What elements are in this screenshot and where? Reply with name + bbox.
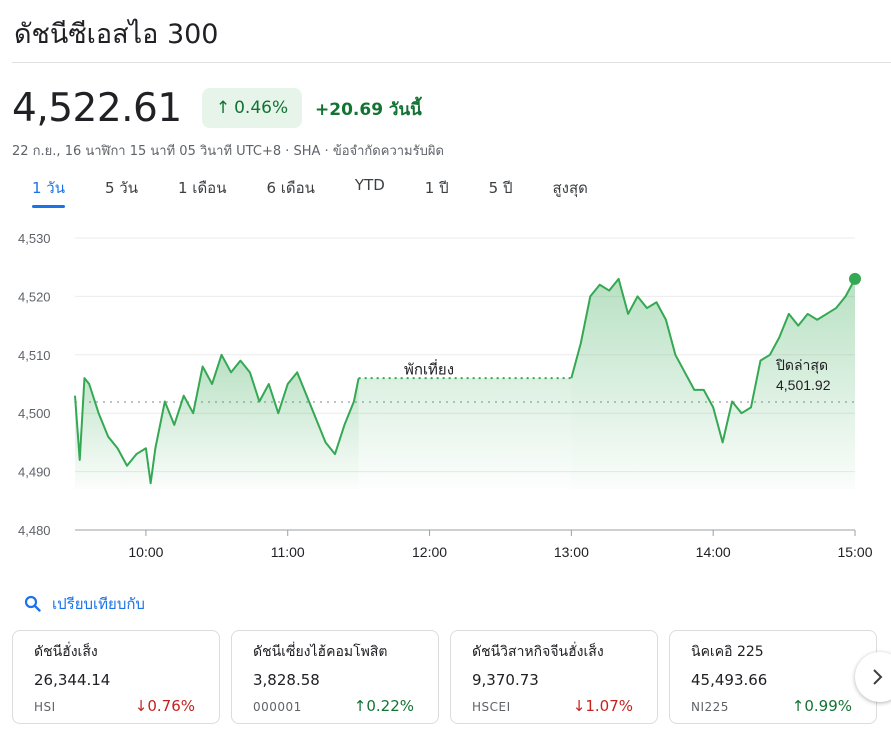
index-value: 9,370.73 [472, 671, 539, 689]
area-break [358, 378, 572, 490]
area-afternoon [571, 278, 855, 490]
x-tick-label: 15:00 [837, 544, 872, 560]
y-tick-label: 4,480 [18, 523, 51, 538]
index-code: HSI [34, 700, 56, 714]
quote-meta[interactable]: 22 ก.ย., 16 นาฬิกา 15 นาที 05 วินาที UTC… [12, 144, 444, 159]
tab-5d[interactable]: 5 วัน [105, 179, 138, 197]
index-name: ดัชนีวิสาหกิจจีนฮั่งเส็ง [472, 644, 604, 660]
y-tick-label: 4,490 [18, 465, 51, 480]
y-tick-label: 4,500 [18, 406, 51, 421]
x-tick-label: 13:00 [554, 544, 589, 560]
current-price: 4,522.61 [12, 86, 182, 131]
previous-close-label: ปิดล่าสุด [776, 357, 829, 374]
price-chart[interactable]: 4,530 4,520 4,510 4,500 4,490 4,480 10:00 11:00… [0, 220, 891, 575]
x-tick-label: 14:00 [696, 544, 731, 560]
page-title: ดัชนีซีเอสไอ 300 [14, 19, 219, 50]
index-name: ดัชนีเซี่ยงไฮ้คอมโพสิต [253, 644, 388, 660]
index-change: ↓1.07% [572, 697, 633, 715]
y-tick-label: 4,510 [18, 348, 51, 363]
next-cards-button[interactable] [855, 652, 891, 702]
x-tick-label: 10:00 [128, 544, 163, 560]
change-percent: 0.46% [234, 98, 289, 118]
area-morning [75, 354, 359, 490]
previous-close-value: 4,501.92 [776, 377, 831, 393]
index-card[interactable]: นิคเคอิ 225 45,493.66 NI225 ↑0.99% [669, 630, 877, 724]
index-card[interactable]: ดัชนีเซี่ยงไฮ้คอมโพสิต 3,828.58 000001 ↑… [231, 630, 439, 724]
index-value: 3,828.58 [253, 671, 320, 689]
series-line-morning [74, 353, 360, 485]
lunch-break-label: พักเที่ยง [404, 358, 454, 378]
series-line-afternoon [570, 277, 856, 444]
arrow-down-icon: ↓ [572, 697, 586, 715]
index-change: ↑0.22% [353, 697, 414, 715]
y-tick-label: 4,530 [18, 231, 51, 246]
arrow-up-icon: ↑ [215, 98, 231, 118]
search-icon [24, 595, 41, 612]
index-card[interactable]: ดัชนีวิสาหกิจจีนฮั่งเส็ง 9,370.73 HSCEI … [450, 630, 658, 724]
arrow-down-icon: ↓ [134, 697, 148, 715]
compare-label: เปรียบเทียบกับ [52, 595, 145, 613]
tab-6m[interactable]: 6 เดือน [266, 179, 315, 197]
tab-1m[interactable]: 1 เดือน [178, 179, 227, 197]
y-tick-label: 4,520 [18, 289, 51, 304]
tab-5y[interactable]: 5 ปี [488, 179, 513, 197]
arrow-up-icon: ↑ [791, 697, 805, 715]
arrow-up-icon: ↑ [353, 697, 367, 715]
index-change: ↑0.99% [791, 697, 852, 715]
index-code: NI225 [691, 700, 729, 714]
compare-button[interactable]: เปรียบเทียบกับ [24, 592, 145, 616]
chevron-right-icon [873, 669, 883, 685]
index-name: ดัชนีฮั่งเส็ง [34, 644, 98, 660]
tab-1y[interactable]: 1 ปี [424, 179, 449, 197]
index-value: 26,344.14 [34, 671, 111, 689]
index-code: HSCEI [472, 700, 511, 714]
change-absolute: +20.69 วันนี้ [315, 100, 422, 120]
tab-max[interactable]: สูงสุด [552, 179, 588, 197]
index-code: 000001 [253, 700, 302, 714]
index-card[interactable]: ดัชนีฮั่งเส็ง 26,344.14 HSI ↓0.76% [12, 630, 220, 724]
change-percent-badge: ↑ 0.46% [202, 88, 302, 128]
tab-1d[interactable]: 1 วัน [32, 176, 65, 208]
header-divider [12, 62, 891, 63]
tab-ytd[interactable]: YTD [354, 176, 385, 194]
x-tick-label: 12:00 [412, 544, 447, 560]
index-value: 45,493.66 [691, 671, 768, 689]
index-name: นิคเคอิ 225 [691, 644, 764, 660]
last-price-dot [849, 272, 861, 285]
range-tabs: 1 วัน 5 วัน 1 เดือน 6 เดือน YTD 1 ปี 5 ป… [32, 176, 628, 208]
x-tick-label: 11:00 [271, 544, 305, 560]
index-change: ↓0.76% [134, 697, 195, 715]
